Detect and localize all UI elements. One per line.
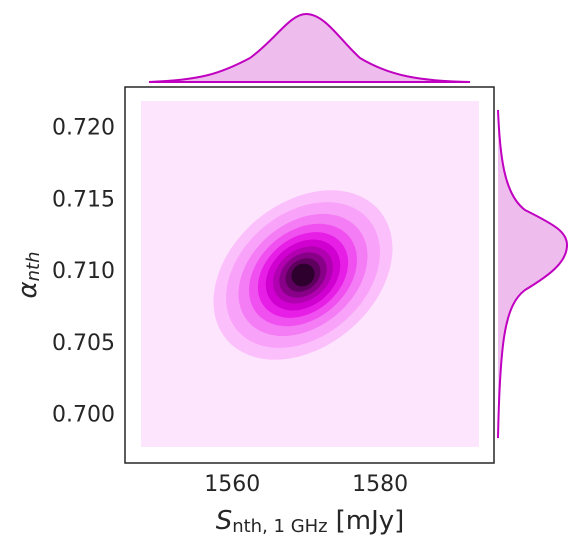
x-label-unit: [mJy]	[336, 506, 405, 536]
y-axis-label: αnth	[13, 251, 45, 298]
y-tick-label: 0.700	[52, 403, 115, 428]
x-axis-label: Snth, 1 GHz [mJy]	[216, 506, 405, 538]
axes-frame	[124, 86, 495, 464]
y-label-subscript: nth	[23, 251, 44, 281]
x-marginal	[148, 12, 471, 83]
x-label-subscript: nth, 1 GHz	[232, 516, 327, 537]
y-marginal	[497, 109, 569, 439]
x-label-symbol: S	[216, 506, 233, 536]
density-fill	[141, 101, 479, 447]
y-tick-label: 0.715	[52, 187, 115, 212]
x-tick-label: 1560	[204, 472, 260, 497]
y-tick-label: 0.705	[52, 331, 115, 356]
y-tick-label: 0.710	[52, 259, 115, 284]
x-tick-label: 1580	[352, 472, 408, 497]
y-label-symbol: α	[13, 281, 43, 298]
y-tick-label: 0.720	[52, 116, 115, 141]
